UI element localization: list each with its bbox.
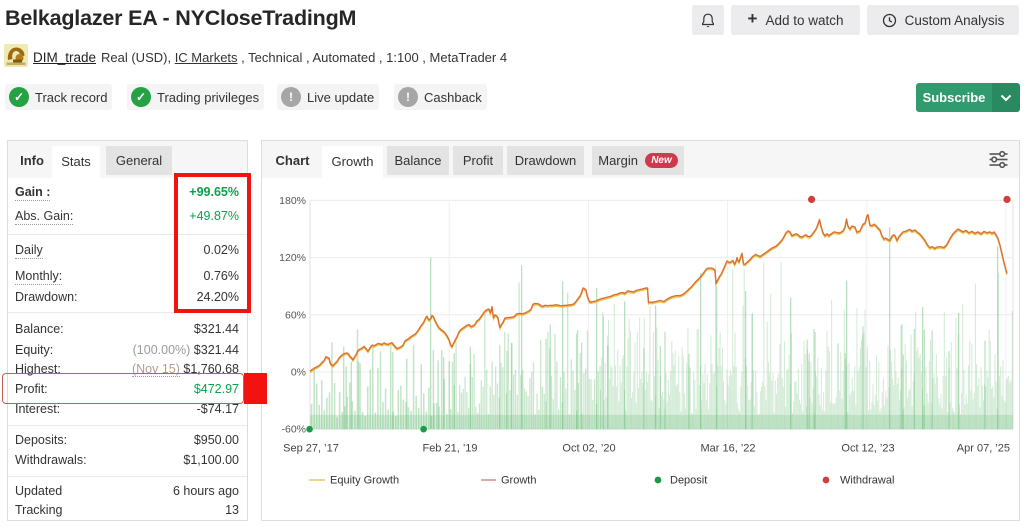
svg-text:Oct 02, ’20: Oct 02, ’20 (562, 443, 615, 455)
svg-text:60%: 60% (285, 309, 306, 321)
svg-text:180%: 180% (279, 195, 306, 207)
svg-text:0%: 0% (291, 367, 306, 379)
svg-text:Deposit: Deposit (670, 475, 707, 487)
svg-text:Growth: Growth (501, 475, 536, 487)
svg-text:Equity Growth: Equity Growth (330, 475, 399, 487)
svg-text:Mar 16, ’22: Mar 16, ’22 (700, 443, 755, 455)
svg-text:Oct 12, ’23: Oct 12, ’23 (841, 443, 894, 455)
svg-text:Feb 21, ’19: Feb 21, ’19 (422, 443, 477, 455)
svg-text:Apr 07, ’25: Apr 07, ’25 (957, 443, 1010, 455)
svg-text:-60%: -60% (281, 424, 306, 436)
svg-text:120%: 120% (279, 252, 306, 264)
svg-text:Withdrawal: Withdrawal (840, 475, 894, 487)
svg-text:Sep 27, ’17: Sep 27, ’17 (283, 443, 339, 455)
